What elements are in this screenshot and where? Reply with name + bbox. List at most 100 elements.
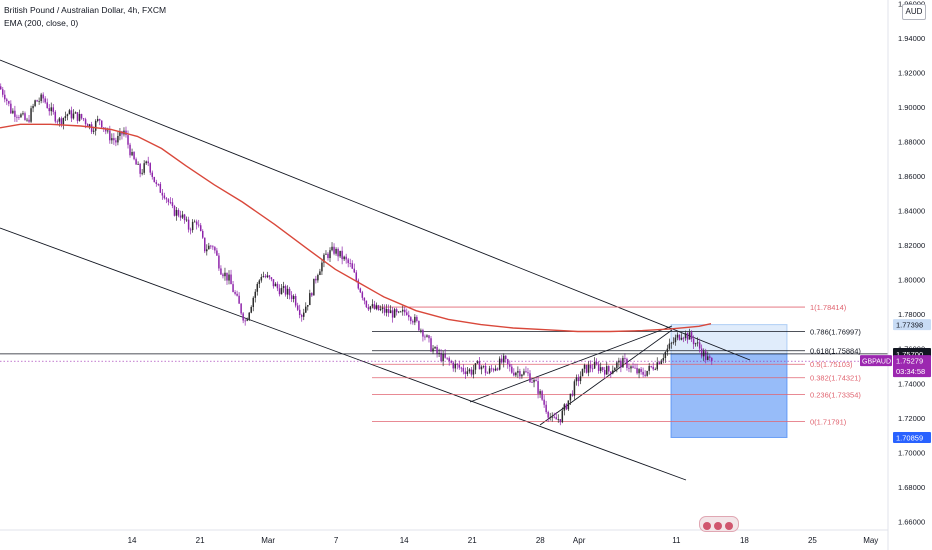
candle[interactable] [252, 296, 255, 312]
candle[interactable] [636, 363, 638, 375]
candle[interactable] [274, 282, 277, 287]
candle[interactable] [206, 244, 208, 256]
candle[interactable] [648, 362, 650, 375]
candle[interactable] [456, 363, 459, 370]
candle[interactable] [672, 337, 675, 345]
candle[interactable] [153, 176, 156, 183]
candle[interactable] [105, 126, 107, 135]
candle[interactable] [234, 290, 236, 296]
candle[interactable] [640, 367, 642, 375]
candle[interactable] [470, 366, 473, 377]
candle[interactable] [212, 245, 214, 250]
candle[interactable] [393, 307, 396, 318]
candle[interactable] [64, 111, 67, 122]
candle[interactable] [155, 179, 158, 187]
candle[interactable] [408, 310, 410, 321]
candle[interactable] [496, 367, 499, 372]
candle[interactable] [517, 366, 519, 378]
candle[interactable] [412, 319, 414, 325]
candle[interactable] [595, 358, 598, 366]
candle[interactable] [300, 313, 303, 322]
candle[interactable] [62, 117, 65, 130]
candle[interactable] [40, 92, 42, 104]
candle[interactable] [430, 336, 432, 353]
candle[interactable] [434, 346, 436, 350]
candle[interactable] [179, 210, 182, 221]
candle[interactable] [98, 118, 101, 126]
candle[interactable] [587, 361, 590, 377]
candle[interactable] [119, 128, 121, 141]
candle[interactable] [54, 110, 57, 124]
candle[interactable] [355, 270, 358, 283]
candle[interactable] [161, 188, 164, 200]
candle[interactable] [290, 291, 293, 303]
candle[interactable] [349, 258, 351, 268]
candle[interactable] [377, 304, 380, 311]
candle[interactable] [28, 114, 30, 123]
candle[interactable] [224, 267, 226, 281]
candle[interactable] [567, 400, 570, 412]
candle[interactable] [129, 142, 131, 158]
candle[interactable] [208, 242, 210, 250]
candle[interactable] [101, 120, 103, 129]
candle[interactable] [248, 311, 250, 322]
candle[interactable] [288, 286, 291, 300]
candle[interactable] [50, 102, 53, 116]
candle[interactable] [579, 371, 582, 385]
candle[interactable] [452, 361, 454, 372]
candle[interactable] [137, 161, 139, 165]
candle[interactable] [147, 156, 149, 167]
candle[interactable] [614, 367, 616, 371]
candle[interactable] [397, 311, 400, 314]
candle[interactable] [202, 229, 204, 239]
candle[interactable] [228, 270, 230, 285]
candle[interactable] [276, 281, 279, 292]
candle[interactable] [151, 170, 154, 180]
candle[interactable] [646, 370, 648, 377]
candle[interactable] [111, 133, 113, 144]
candle[interactable] [173, 204, 176, 217]
candle[interactable] [327, 252, 329, 261]
candle[interactable] [442, 350, 444, 367]
candle[interactable] [240, 303, 242, 316]
candle[interactable] [707, 351, 709, 361]
ema-200-line[interactable] [0, 123, 712, 333]
candle[interactable] [258, 279, 261, 288]
candle[interactable] [511, 364, 513, 374]
candle[interactable] [422, 328, 424, 342]
candle[interactable] [696, 337, 699, 347]
candle[interactable] [652, 362, 654, 371]
candle[interactable] [426, 334, 428, 338]
candle[interactable] [654, 367, 656, 371]
candle[interactable] [325, 250, 327, 255]
candle[interactable] [630, 365, 632, 373]
candle[interactable] [149, 162, 151, 176]
candle[interactable] [505, 355, 507, 363]
candle[interactable] [399, 310, 402, 313]
currency-badge[interactable]: AUD [902, 4, 926, 20]
candle[interactable] [335, 247, 337, 256]
candle[interactable] [450, 359, 452, 364]
candle[interactable] [373, 300, 376, 310]
candle[interactable] [333, 243, 335, 256]
candle[interactable] [375, 302, 378, 311]
candle[interactable] [115, 137, 117, 147]
candle[interactable] [559, 419, 562, 426]
candle[interactable] [246, 317, 248, 322]
candle[interactable] [622, 355, 624, 368]
candle[interactable] [549, 412, 551, 421]
candle[interactable] [266, 271, 269, 279]
candle[interactable] [254, 289, 257, 303]
candle[interactable] [292, 294, 295, 303]
candle[interactable] [319, 268, 321, 276]
candle[interactable] [74, 111, 77, 114]
candle[interactable] [700, 344, 703, 359]
candle[interactable] [145, 160, 147, 166]
target-zone[interactable] [670, 353, 788, 438]
candle[interactable] [533, 377, 535, 388]
candle[interactable] [214, 246, 216, 254]
candle[interactable] [78, 109, 81, 122]
candle[interactable] [250, 305, 252, 314]
candle[interactable] [46, 98, 48, 109]
candle[interactable] [535, 377, 537, 382]
